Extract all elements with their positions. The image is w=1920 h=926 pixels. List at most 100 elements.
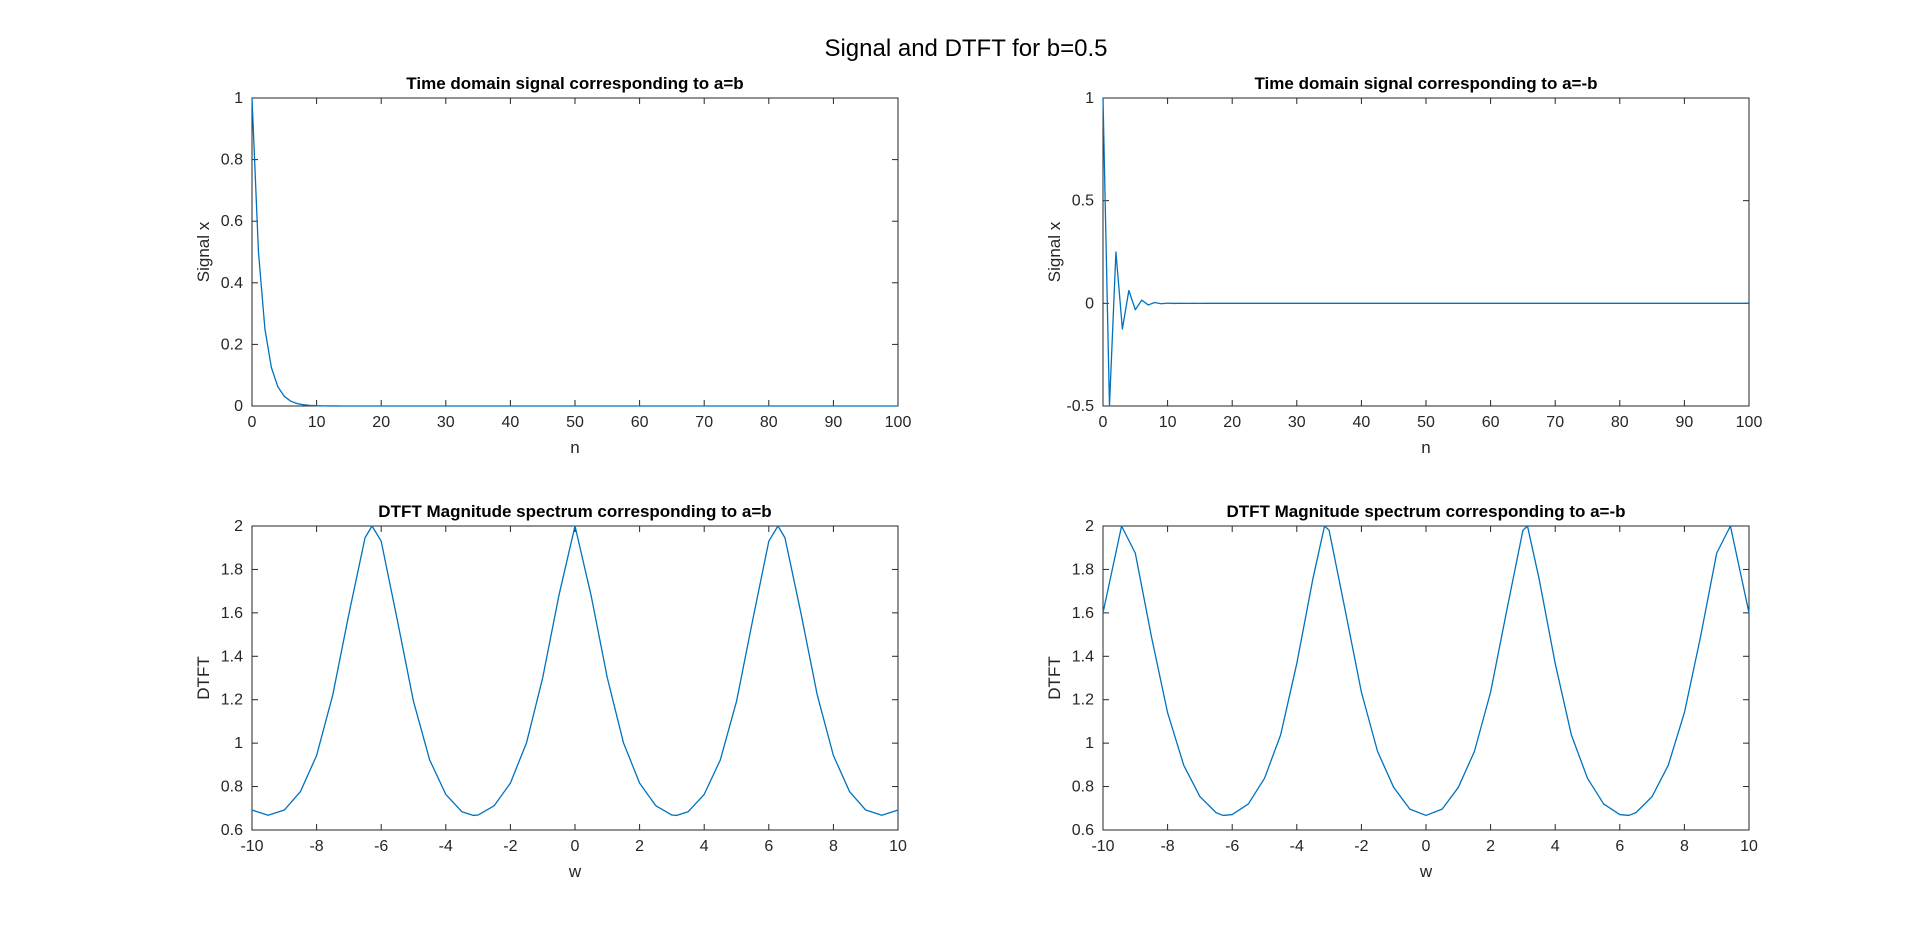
subplot-title: DTFT Magnitude spectrum corresponding to… [1226,502,1625,521]
y-tick-label: 0.6 [221,213,243,230]
x-tick-label: 50 [566,414,584,431]
series-line [1102,525,1750,817]
axis-ticks: -10 -8 -6 -4 -2 0 2 4 6 8 10 0.6 0.8 1 1.2 1.4 1.6 1.8 2 [221,518,907,855]
x-tick-label: -2 [1354,838,1368,855]
subplot-title: DTFT Magnitude spectrum corresponding to… [378,502,771,521]
x-tick-label: 2 [635,838,644,855]
x-tick-label: 0 [571,838,580,855]
series-lines [251,97,898,407]
y-tick-label: 1.6 [221,605,243,622]
x-tick-label: 30 [437,414,455,431]
x-tick-label: 20 [372,414,390,431]
y-tick-label: 1.4 [221,648,243,665]
plot-area [251,97,899,407]
x-tick-label: -10 [240,838,263,855]
x-tick-label: 80 [760,414,778,431]
x-tick-label: -4 [1290,838,1304,855]
x-tick-label: -6 [374,838,388,855]
x-axis-label: n [1421,438,1430,457]
x-tick-label: 90 [1676,414,1694,431]
x-tick-label: 0 [1099,414,1108,431]
series-line [251,525,899,817]
x-tick-label: -8 [1160,838,1174,855]
x-tick-label: -6 [1225,838,1239,855]
y-tick-label: 1 [1085,735,1094,752]
subplot-time-domain-a-eq-b: Time domain signal corresponding to a=b … [194,74,911,457]
axis-ticks: -10 -8 -6 -4 -2 0 2 4 6 8 10 0.6 0.8 1 1.2 1.4 1.6 1.8 2 [1072,518,1758,855]
x-tick-label: 70 [1546,414,1564,431]
y-tick-label: 0 [1085,295,1094,312]
y-tick-label: 1 [234,90,243,107]
x-tick-label: -10 [1091,838,1114,855]
axis-ticks: 0 10 20 30 40 50 60 70 80 90 100 -0.5 0 0.5 1 [1066,90,1762,431]
x-tick-label: 80 [1611,414,1629,431]
y-tick-label: 1 [1085,90,1094,107]
y-tick-label: 0.4 [221,275,243,292]
x-tick-label: 60 [631,414,649,431]
subplot-dtft-a-eq-b: DTFT Magnitude spectrum corresponding to… [194,502,907,881]
y-tick-label: 1 [234,735,243,752]
y-tick-label: 0.2 [221,336,243,353]
x-tick-label: 10 [1740,838,1758,855]
x-tick-label: 40 [502,414,520,431]
y-axis-label: DTFT [194,656,213,699]
x-axis-label: n [570,438,579,457]
x-tick-label: -2 [503,838,517,855]
x-tick-label: 0 [248,414,257,431]
series-line [1102,97,1749,407]
series-lines [251,525,899,817]
x-tick-label: 10 [889,838,907,855]
series-lines [1102,97,1749,407]
y-tick-label: 0 [234,398,243,415]
y-axis-label: DTFT [1045,656,1064,699]
y-tick-label: 1.2 [221,692,243,709]
y-tick-label: 0.5 [1072,193,1094,210]
x-tick-label: -8 [309,838,323,855]
y-tick-label: 0.6 [221,822,243,839]
plot-area [1102,97,1750,407]
y-tick-label: 1.2 [1072,692,1094,709]
y-tick-label: 1.6 [1072,605,1094,622]
y-tick-label: 1.8 [1072,561,1094,578]
figure-suptitle: Signal and DTFT for b=0.5 [824,35,1107,62]
y-tick-label: 0.8 [221,152,243,169]
x-tick-label: -4 [439,838,453,855]
x-tick-label: 20 [1223,414,1241,431]
x-tick-label: 100 [1736,414,1763,431]
y-tick-label: 0.6 [1072,822,1094,839]
x-tick-label: 8 [1680,838,1689,855]
x-tick-label: 4 [700,838,709,855]
y-axis-label: Signal x [1045,221,1064,282]
plot-area [1102,525,1750,831]
series-lines [1102,525,1750,817]
x-tick-label: 4 [1551,838,1560,855]
y-axis-label: Signal x [194,221,213,282]
y-tick-label: 1.8 [221,561,243,578]
x-tick-label: 10 [1159,414,1177,431]
y-tick-label: -0.5 [1066,398,1094,415]
subplot-time-domain-a-eq-minus-b: Time domain signal corresponding to a=-b… [1045,74,1762,457]
y-tick-label: 2 [1085,518,1094,535]
y-tick-label: 0.8 [1072,779,1094,796]
x-tick-label: 60 [1482,414,1500,431]
subplot-title: Time domain signal corresponding to a=-b [1254,74,1597,93]
y-tick-label: 0.8 [221,779,243,796]
subplot-title: Time domain signal corresponding to a=b [406,74,743,93]
x-tick-label: 30 [1288,414,1306,431]
x-axis-label: w [1419,862,1433,881]
x-tick-label: 8 [829,838,838,855]
x-tick-label: 40 [1353,414,1371,431]
x-tick-label: 100 [885,414,912,431]
axis-ticks: 0 10 20 30 40 50 60 70 80 90 100 0 0.2 0.4 0.6 0.8 1 [221,90,912,431]
x-tick-label: 2 [1486,838,1495,855]
x-tick-label: 90 [825,414,843,431]
plot-area [251,525,899,831]
y-tick-label: 1.4 [1072,648,1094,665]
subplot-dtft-a-eq-minus-b: DTFT Magnitude spectrum corresponding to… [1045,502,1758,881]
x-tick-label: 50 [1417,414,1435,431]
series-line [251,97,898,407]
x-tick-label: 6 [764,838,773,855]
x-tick-label: 10 [308,414,326,431]
x-axis-label: w [568,862,582,881]
